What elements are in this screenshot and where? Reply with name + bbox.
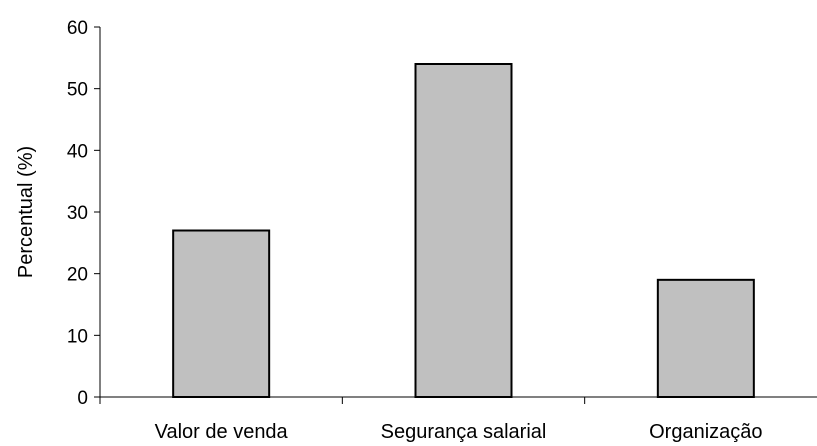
y-axis: 0 10 20 30 40 50 60 bbox=[67, 18, 101, 409]
y-tick-label: 10 bbox=[67, 326, 88, 347]
y-tick-label: 40 bbox=[67, 141, 88, 162]
y-tick-label: 20 bbox=[67, 265, 88, 286]
x-axis bbox=[99, 396, 817, 404]
bars bbox=[172, 63, 755, 399]
category-label: Segurança salarial bbox=[381, 421, 547, 443]
bar bbox=[172, 229, 271, 398]
y-axis-title: Percentual (%) bbox=[15, 146, 37, 278]
y-tick-label: 0 bbox=[77, 388, 88, 409]
y-tick-label: 30 bbox=[67, 203, 88, 224]
category-labels: Valor de venda Segurança salarial Organiza… bbox=[155, 421, 763, 443]
bar bbox=[414, 63, 513, 398]
y-tick-label: 50 bbox=[67, 80, 88, 101]
category-label: Organização bbox=[649, 421, 762, 443]
category-label: Valor de venda bbox=[155, 421, 289, 443]
y-tick-label: 60 bbox=[67, 18, 88, 39]
bar bbox=[656, 278, 755, 399]
